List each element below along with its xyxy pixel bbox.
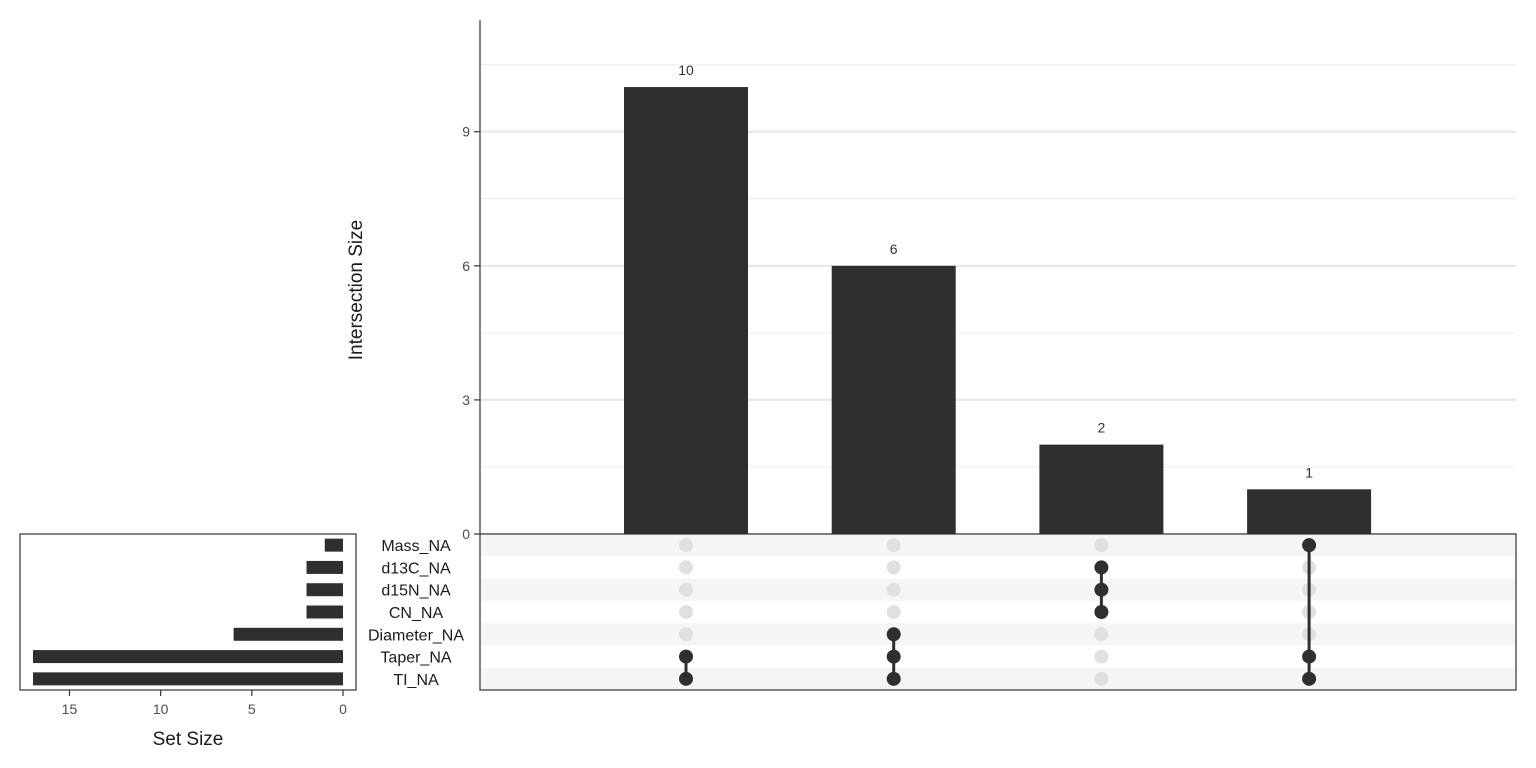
set-name-label: Taper_NA — [380, 650, 451, 667]
matrix-dot-active — [1302, 538, 1317, 553]
set-size-x-axis: 15 10 5 0 — [62, 690, 347, 717]
intersection-bar-label: 10 — [678, 62, 694, 78]
set-size-bar — [306, 605, 343, 619]
matrix-dot-active — [679, 649, 693, 664]
intersection-bars — [624, 87, 1372, 534]
set-size-bar — [233, 627, 343, 641]
matrix-dot-inactive — [1094, 627, 1109, 642]
y-tick-label: 3 — [462, 392, 470, 408]
set-size-bar — [324, 538, 343, 552]
matrix-dot-inactive — [679, 582, 693, 597]
set-size-tick-label: 10 — [153, 701, 169, 717]
set-name-label: d13C_NA — [381, 560, 451, 577]
matrix-dot-inactive — [886, 605, 901, 619]
matrix-dot-inactive — [886, 538, 901, 553]
matrix-dot-inactive — [1094, 538, 1109, 553]
set-size-bar — [306, 583, 343, 597]
matrix-dot-active — [886, 627, 901, 642]
matrix-stripe — [480, 667, 1516, 690]
intersection-bar-label: 6 — [890, 241, 898, 257]
set-name-label: Diameter_NA — [368, 627, 464, 644]
matrix-dot-inactive — [679, 627, 693, 642]
y-tick-label: 9 — [462, 124, 470, 140]
matrix-dot-active — [886, 649, 901, 664]
matrix-dot-inactive — [886, 582, 901, 597]
set-name-label: TI_NA — [393, 672, 439, 689]
matrix-dot-inactive — [1094, 649, 1109, 664]
set-panel-stripe — [20, 534, 356, 557]
matrix-dot-inactive — [679, 605, 693, 619]
set-size-bars — [33, 538, 343, 686]
matrix-dot-active — [1302, 649, 1317, 664]
matrix-stripe — [480, 623, 1516, 646]
intersection-bar — [1039, 444, 1164, 534]
y-tick-label: 6 — [462, 258, 470, 274]
matrix-dot-active — [1094, 582, 1109, 597]
set-name-label: d15N_NA — [381, 583, 451, 600]
matrix-dot-active — [1302, 671, 1317, 686]
set-name-label: Mass_NA — [381, 538, 451, 555]
matrix-dot-inactive — [886, 560, 901, 575]
intersection-bar-label: 2 — [1098, 420, 1106, 436]
set-name-label: CN_NA — [389, 605, 444, 622]
matrix-dot-inactive — [679, 538, 693, 553]
matrix-dot-active — [1094, 605, 1109, 619]
set-size-axis-title: Set Size — [153, 729, 224, 750]
intersection-bar-labels: 10 6 2 1 — [678, 62, 1313, 480]
matrix-dot-active — [679, 671, 693, 686]
set-size-bar — [306, 560, 343, 574]
set-name-labels: Mass_NA d13C_NA d15N_NA CN_NA Diameter_NA Tap… — [368, 538, 464, 689]
matrix-dot-inactive — [679, 560, 693, 575]
set-panel-frame — [19, 533, 357, 691]
intersection-bar — [831, 265, 956, 534]
set-size-bar — [33, 672, 343, 686]
matrix-dot-inactive — [1094, 671, 1109, 686]
matrix-dot-active — [1094, 560, 1109, 575]
y-axis-title: Intersection Size — [346, 220, 367, 360]
y-tick-label: 0 — [462, 526, 470, 542]
set-size-bar — [33, 650, 343, 664]
set-size-tick-label: 15 — [62, 701, 78, 717]
intersection-y-axis: 0 3 6 9 — [462, 20, 481, 542]
matrix-stripe — [480, 578, 1516, 601]
set-size-tick-label: 5 — [248, 701, 256, 717]
matrix-frame — [479, 533, 1517, 691]
intersection-bar-label: 1 — [1305, 464, 1313, 480]
matrix-stripe — [480, 534, 1516, 557]
intersection-bar — [624, 87, 748, 534]
intersection-bar — [1247, 489, 1372, 534]
matrix-dot-active — [886, 671, 901, 686]
membership-matrix — [679, 538, 1317, 686]
matrix-stripes — [19, 533, 1517, 691]
set-panel-stripe — [20, 578, 356, 601]
set-size-tick-label: 0 — [339, 701, 347, 717]
